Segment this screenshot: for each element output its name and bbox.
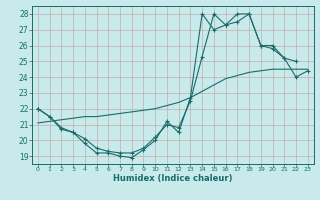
X-axis label: Humidex (Indice chaleur): Humidex (Indice chaleur) bbox=[113, 174, 233, 183]
